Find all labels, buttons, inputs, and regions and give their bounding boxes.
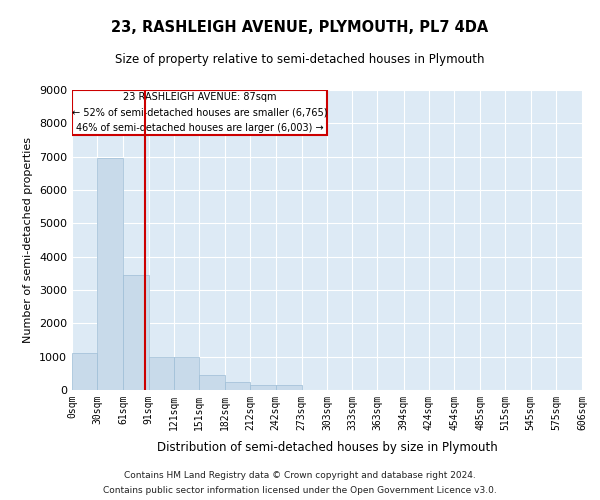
Text: Contains HM Land Registry data © Crown copyright and database right 2024.: Contains HM Land Registry data © Crown c… [124, 471, 476, 480]
Bar [250, 385, 275, 390]
Bar [72, 90, 327, 135]
Bar [72, 354, 97, 390]
Y-axis label: Number of semi-detached properties: Number of semi-detached properties [23, 137, 34, 343]
Bar [149, 356, 174, 390]
Text: Contains public sector information licensed under the Open Government Licence v3: Contains public sector information licen… [103, 486, 497, 495]
X-axis label: Distribution of semi-detached houses by size in Plymouth: Distribution of semi-detached houses by … [157, 441, 497, 454]
Text: Size of property relative to semi-detached houses in Plymouth: Size of property relative to semi-detach… [115, 52, 485, 66]
Bar [275, 385, 302, 390]
Bar [97, 158, 124, 390]
Bar [199, 375, 225, 390]
Text: 23 RASHLEIGH AVENUE: 87sqm
← 52% of semi-detached houses are smaller (6,765)
46%: 23 RASHLEIGH AVENUE: 87sqm ← 52% of semi… [72, 92, 327, 133]
Bar [174, 356, 199, 390]
Text: 23, RASHLEIGH AVENUE, PLYMOUTH, PL7 4DA: 23, RASHLEIGH AVENUE, PLYMOUTH, PL7 4DA [112, 20, 488, 35]
Bar [124, 275, 149, 390]
Bar [225, 382, 250, 390]
